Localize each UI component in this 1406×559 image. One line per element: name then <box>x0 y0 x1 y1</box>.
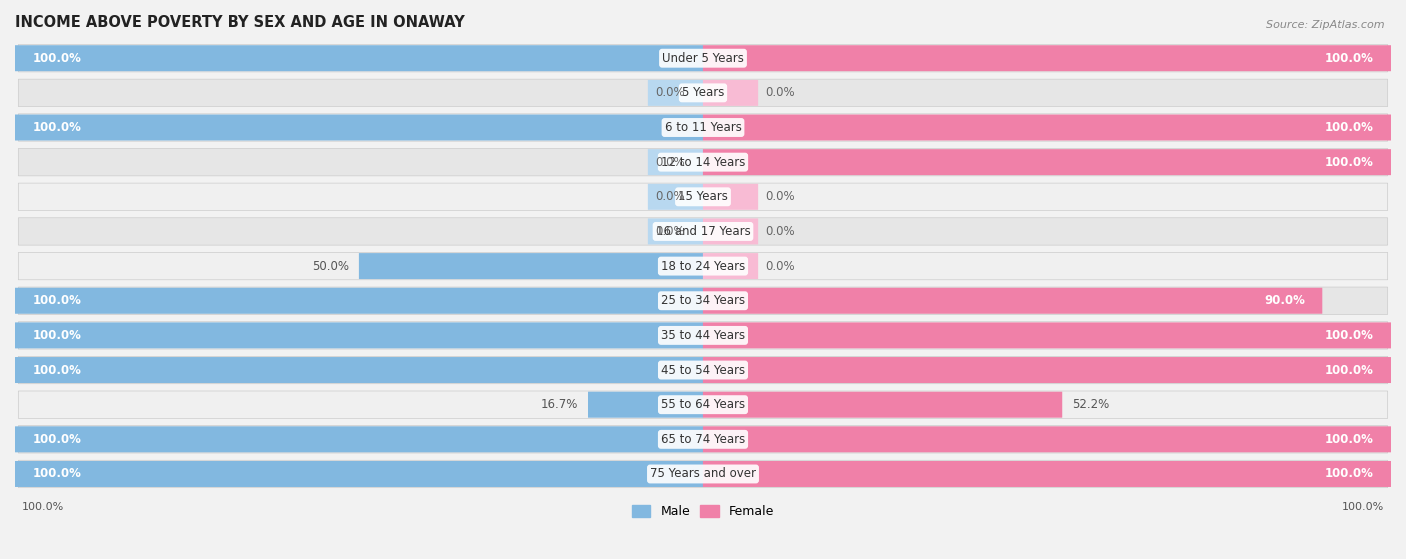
FancyBboxPatch shape <box>15 115 703 140</box>
Text: 100.0%: 100.0% <box>1324 155 1374 169</box>
Text: 0.0%: 0.0% <box>655 86 685 100</box>
FancyBboxPatch shape <box>703 45 1391 71</box>
FancyBboxPatch shape <box>18 149 1388 176</box>
FancyBboxPatch shape <box>18 79 1388 107</box>
FancyBboxPatch shape <box>703 392 1063 418</box>
FancyBboxPatch shape <box>18 114 1388 141</box>
Text: 100.0%: 100.0% <box>1324 329 1374 342</box>
FancyBboxPatch shape <box>18 45 1388 72</box>
FancyBboxPatch shape <box>703 253 758 279</box>
Text: 0.0%: 0.0% <box>765 190 794 203</box>
FancyBboxPatch shape <box>18 218 1388 245</box>
Text: 90.0%: 90.0% <box>1264 294 1305 307</box>
FancyBboxPatch shape <box>703 184 758 210</box>
Text: Under 5 Years: Under 5 Years <box>662 52 744 65</box>
Text: Source: ZipAtlas.com: Source: ZipAtlas.com <box>1267 20 1385 30</box>
Text: 15 Years: 15 Years <box>678 190 728 203</box>
FancyBboxPatch shape <box>15 323 703 348</box>
FancyBboxPatch shape <box>15 357 703 383</box>
FancyBboxPatch shape <box>648 219 703 244</box>
Text: 55 to 64 Years: 55 to 64 Years <box>661 398 745 411</box>
Text: 0.0%: 0.0% <box>765 259 794 273</box>
FancyBboxPatch shape <box>648 80 703 106</box>
FancyBboxPatch shape <box>703 427 1391 452</box>
FancyBboxPatch shape <box>18 391 1388 418</box>
Text: 100.0%: 100.0% <box>1324 52 1374 65</box>
Text: 100.0%: 100.0% <box>32 467 82 481</box>
Text: 100.0%: 100.0% <box>32 52 82 65</box>
FancyBboxPatch shape <box>648 149 703 175</box>
FancyBboxPatch shape <box>18 322 1388 349</box>
Text: 5 Years: 5 Years <box>682 86 724 100</box>
Text: 100.0%: 100.0% <box>32 121 82 134</box>
Text: 100.0%: 100.0% <box>1324 121 1374 134</box>
Text: 16 and 17 Years: 16 and 17 Years <box>655 225 751 238</box>
FancyBboxPatch shape <box>703 461 1391 487</box>
Text: 12 to 14 Years: 12 to 14 Years <box>661 155 745 169</box>
Text: 45 to 54 Years: 45 to 54 Years <box>661 363 745 377</box>
Text: INCOME ABOVE POVERTY BY SEX AND AGE IN ONAWAY: INCOME ABOVE POVERTY BY SEX AND AGE IN O… <box>15 15 465 30</box>
Text: 35 to 44 Years: 35 to 44 Years <box>661 329 745 342</box>
Text: 0.0%: 0.0% <box>655 155 685 169</box>
Legend: Male, Female: Male, Female <box>627 500 779 523</box>
FancyBboxPatch shape <box>15 45 703 71</box>
FancyBboxPatch shape <box>15 427 703 452</box>
FancyBboxPatch shape <box>703 357 1391 383</box>
FancyBboxPatch shape <box>703 115 1391 140</box>
Text: 0.0%: 0.0% <box>655 225 685 238</box>
Text: 16.7%: 16.7% <box>540 398 578 411</box>
Text: 0.0%: 0.0% <box>655 190 685 203</box>
FancyBboxPatch shape <box>703 80 758 106</box>
Text: 65 to 74 Years: 65 to 74 Years <box>661 433 745 446</box>
Text: 100.0%: 100.0% <box>32 363 82 377</box>
FancyBboxPatch shape <box>703 288 1322 314</box>
FancyBboxPatch shape <box>18 253 1388 280</box>
Text: 100.0%: 100.0% <box>1324 467 1374 481</box>
Text: 100.0%: 100.0% <box>32 294 82 307</box>
FancyBboxPatch shape <box>18 287 1388 314</box>
FancyBboxPatch shape <box>15 461 703 487</box>
Text: 0.0%: 0.0% <box>765 86 794 100</box>
FancyBboxPatch shape <box>18 356 1388 383</box>
FancyBboxPatch shape <box>18 460 1388 487</box>
FancyBboxPatch shape <box>703 219 758 244</box>
FancyBboxPatch shape <box>588 392 703 418</box>
FancyBboxPatch shape <box>18 183 1388 211</box>
FancyBboxPatch shape <box>15 288 703 314</box>
FancyBboxPatch shape <box>359 253 703 279</box>
Text: 100.0%: 100.0% <box>32 433 82 446</box>
Text: 75 Years and over: 75 Years and over <box>650 467 756 481</box>
Text: 0.0%: 0.0% <box>765 225 794 238</box>
FancyBboxPatch shape <box>18 425 1388 453</box>
Text: 6 to 11 Years: 6 to 11 Years <box>665 121 741 134</box>
Text: 100.0%: 100.0% <box>22 501 65 511</box>
FancyBboxPatch shape <box>703 149 1391 175</box>
Text: 50.0%: 50.0% <box>312 259 349 273</box>
Text: 100.0%: 100.0% <box>1341 501 1384 511</box>
Text: 25 to 34 Years: 25 to 34 Years <box>661 294 745 307</box>
Text: 100.0%: 100.0% <box>1324 433 1374 446</box>
FancyBboxPatch shape <box>703 323 1391 348</box>
Text: 18 to 24 Years: 18 to 24 Years <box>661 259 745 273</box>
Text: 100.0%: 100.0% <box>32 329 82 342</box>
Text: 52.2%: 52.2% <box>1073 398 1109 411</box>
FancyBboxPatch shape <box>648 184 703 210</box>
Text: 100.0%: 100.0% <box>1324 363 1374 377</box>
